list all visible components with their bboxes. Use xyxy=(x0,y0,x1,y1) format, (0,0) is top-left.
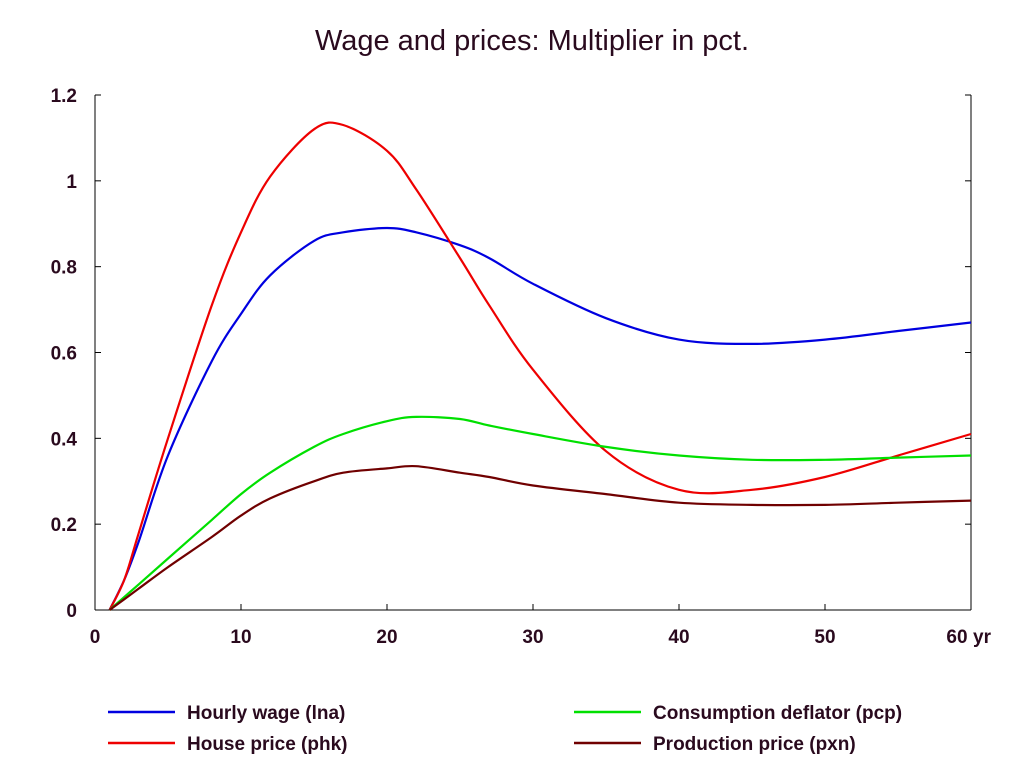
x-tick-label: 50 xyxy=(814,627,835,648)
x-unit-label: yr xyxy=(973,627,992,648)
y-tick-label: 0.4 xyxy=(51,429,78,450)
x-tick-label: 30 xyxy=(522,627,543,648)
series-line-production-price-pxn xyxy=(108,464,972,611)
legend-label: Hourly wage (lna) xyxy=(187,703,345,724)
legend-item: Consumption deflator (pcp) xyxy=(574,703,902,724)
legend: Hourly wage (lna) House price (phk) Consum… xyxy=(108,703,902,755)
x-tick-label: 0 xyxy=(90,627,101,648)
y-tick-label: 0.6 xyxy=(51,344,77,365)
x-tick-label: 10 xyxy=(230,627,251,648)
y-tick-label: 0.8 xyxy=(51,258,77,279)
legend-item: House price (phk) xyxy=(108,734,347,755)
legend-item: Production price (pxn) xyxy=(574,734,856,755)
legend-label: Consumption deflator (pcp) xyxy=(653,703,902,724)
series-line-hourly-wage-lna xyxy=(108,226,972,611)
series-lines xyxy=(108,121,972,611)
y-tick-label: 1 xyxy=(66,172,77,193)
series-line-house-price-phk xyxy=(108,121,972,611)
y-tick-label: 1.2 xyxy=(51,86,77,107)
legend-label: House price (phk) xyxy=(187,734,347,755)
x-tick-label: 40 xyxy=(668,627,689,648)
series-line-consumption-deflator-pcp xyxy=(108,415,972,611)
y-tick-label: 0.2 xyxy=(51,515,77,536)
x-tick-label: 20 xyxy=(376,627,397,648)
axes: 0 0.2 0.4 0.6 0.8 1 1.2 0 10 20 30 40 50 60 yr xyxy=(51,86,992,648)
x-tick-label: 60 xyxy=(946,627,967,648)
y-tick-label: 0 xyxy=(66,601,77,622)
legend-item: Hourly wage (lna) xyxy=(108,703,345,724)
chart-title: Wage and prices: Multiplier in pct. xyxy=(315,25,749,57)
legend-label: Production price (pxn) xyxy=(653,734,856,755)
